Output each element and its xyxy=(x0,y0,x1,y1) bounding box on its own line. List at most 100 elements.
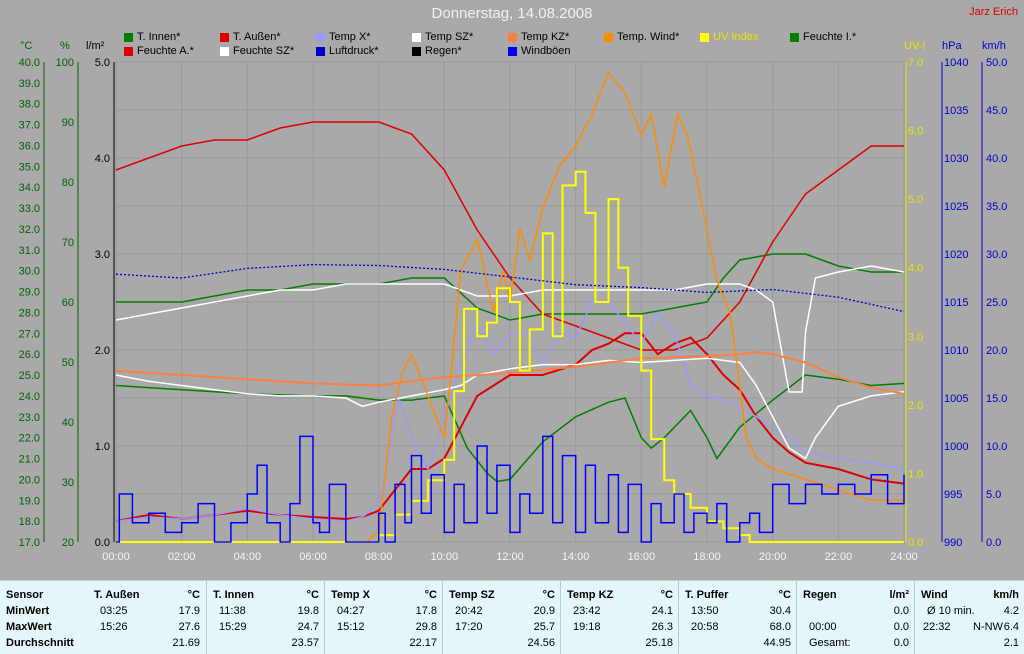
stats-min-val: 17.9 xyxy=(178,605,200,617)
legend-label: Temp X* xyxy=(329,31,371,43)
stats-max-time: 15:29 xyxy=(219,621,247,633)
legend-item: UV Index xyxy=(700,31,758,43)
temp-tick-label: 28.0 xyxy=(19,307,40,319)
legend-swatch xyxy=(220,46,229,56)
legend-label: Feuchte SZ* xyxy=(233,45,295,57)
x-tick-label: 04:00 xyxy=(234,551,262,563)
stats-max-time: 15:12 xyxy=(337,621,365,633)
series-line xyxy=(115,121,904,351)
stats-name: Temp SZ xyxy=(449,589,495,601)
stats-max-val: 25.7 xyxy=(533,621,555,633)
legend-swatch xyxy=(124,32,133,42)
rad-tick-label: 1.0 xyxy=(95,441,110,453)
temp-tick-label: 35.0 xyxy=(19,161,40,173)
press-tick-label: 995 xyxy=(944,489,962,501)
stats-min-val: 24.1 xyxy=(651,605,673,617)
temp-tick-label: 30.0 xyxy=(19,266,40,278)
rad-axis-unit: l/m² xyxy=(86,40,105,52)
wind-unit: km/h xyxy=(993,589,1019,601)
hum-tick-label: 90 xyxy=(62,117,74,129)
uv-axis-unit: UV-I xyxy=(904,40,926,52)
wind-avg-label: Ø 10 min. xyxy=(927,605,975,617)
legend-item: Temp SZ* xyxy=(412,31,473,43)
temp-tick-label: 27.0 xyxy=(19,328,40,340)
wind-tick-label: 25.0 xyxy=(986,297,1007,309)
x-tick-label: 02:00 xyxy=(168,551,196,563)
press-tick-label: 1000 xyxy=(944,441,968,453)
rad-tick-label: 5.0 xyxy=(95,57,110,69)
wind-tick-label: 0.0 xyxy=(986,537,1001,549)
legend-swatch xyxy=(700,32,709,42)
stats-unit: °C xyxy=(306,589,319,601)
stats-table: Sensor MinWert MaxWert Durchschnitt T. A… xyxy=(0,580,1024,654)
x-tick-label: 20:00 xyxy=(759,551,787,563)
stats-max-time: 19:18 xyxy=(573,621,601,633)
stats-min-time: 13:50 xyxy=(691,605,719,617)
rain-time: 00:00 xyxy=(809,621,837,633)
temp-tick-label: 32.0 xyxy=(19,224,40,236)
chart-title: Donnerstag, 14.08.2008 xyxy=(431,5,593,22)
series-line xyxy=(116,435,905,543)
x-tick-label: 00:00 xyxy=(102,551,130,563)
x-tick-label: 12:00 xyxy=(496,551,524,563)
temp-tick-label: 38.0 xyxy=(19,99,40,111)
wind-max-time: 22:32 xyxy=(923,621,951,633)
hum-axis-unit: % xyxy=(60,40,70,52)
legend-item: Windböen xyxy=(508,45,571,57)
stats-row-max: MaxWert xyxy=(6,621,52,633)
wind-tick-label: 35.0 xyxy=(986,201,1007,213)
temp-tick-label: 31.0 xyxy=(19,245,40,257)
stats-name: T. Innen xyxy=(213,589,254,601)
series-line xyxy=(115,374,905,483)
stats-unit: °C xyxy=(660,589,673,601)
uv-tick-label: 6.0 xyxy=(908,126,923,138)
legend-label: Regen* xyxy=(425,45,462,57)
stats-max-val: 68.0 xyxy=(769,621,791,633)
stats-min-val: 17.8 xyxy=(415,605,437,617)
wind-day-avg: 2.1 xyxy=(1003,637,1019,649)
stats-avg: 25.18 xyxy=(645,637,673,649)
hum-tick-label: 30 xyxy=(62,477,74,489)
legend-label: T. Außen* xyxy=(233,31,281,43)
rad-tick-label: 0.0 xyxy=(95,537,110,549)
series-line xyxy=(115,265,905,393)
legend-swatch xyxy=(124,46,133,56)
wind-tick-label: 30.0 xyxy=(986,249,1007,261)
wind-max-val: 6.4 xyxy=(1003,621,1019,633)
rain-name: Regen xyxy=(803,589,837,601)
uv-tick-label: 3.0 xyxy=(908,331,923,343)
temp-tick-label: 34.0 xyxy=(19,182,40,194)
series-line xyxy=(116,70,904,543)
hum-tick-label: 70 xyxy=(62,237,74,249)
stats-max-val: 26.3 xyxy=(651,621,673,633)
press-tick-label: 1030 xyxy=(944,153,968,165)
wind-tick-label: 5.0 xyxy=(986,489,1001,501)
temp-tick-label: 33.0 xyxy=(19,203,40,215)
stats-max-time: 20:58 xyxy=(691,621,719,633)
wind-tick-label: 40.0 xyxy=(986,153,1007,165)
wind-tick-label: 45.0 xyxy=(986,105,1007,117)
stats-avg: 24.56 xyxy=(527,637,555,649)
wind-name: Wind xyxy=(921,589,948,601)
rad-tick-label: 2.0 xyxy=(95,345,110,357)
stats-unit: °C xyxy=(187,589,200,601)
stats-min-val: 30.4 xyxy=(769,605,791,617)
stats-name: Temp KZ xyxy=(567,589,614,601)
temp-tick-label: 29.0 xyxy=(19,287,40,299)
legend-swatch xyxy=(220,32,229,42)
stats-avg: 44.95 xyxy=(763,637,791,649)
stats-max-val: 29.8 xyxy=(415,621,437,633)
stats-row-sensor: Sensor xyxy=(6,589,44,601)
legend-swatch xyxy=(316,32,325,42)
temp-tick-label: 22.0 xyxy=(19,433,40,445)
stats-name: Temp X xyxy=(331,589,370,601)
legend-swatch xyxy=(790,32,799,42)
x-tick-label: 22:00 xyxy=(825,551,853,563)
wind-tick-label: 50.0 xyxy=(986,57,1007,69)
press-tick-label: 1020 xyxy=(944,249,968,261)
legend-label: T. Innen* xyxy=(137,31,181,43)
stats-row-min: MinWert xyxy=(6,605,50,617)
uv-tick-label: 2.0 xyxy=(908,400,923,412)
stats-name: T. Puffer xyxy=(685,589,729,601)
legend-item: Feuchte I.* xyxy=(790,31,856,43)
